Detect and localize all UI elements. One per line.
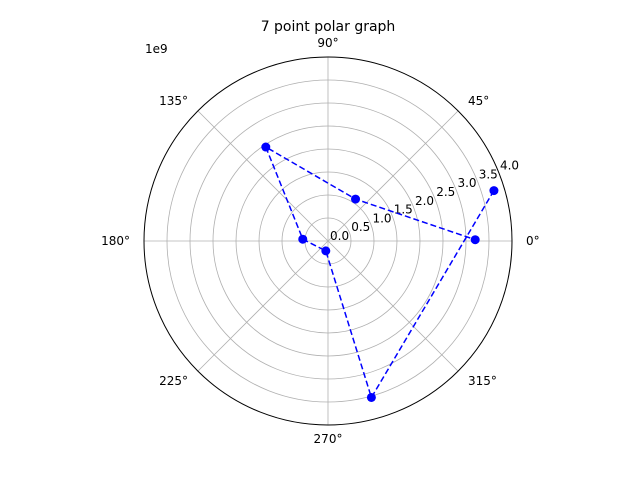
data-point-4 [261, 142, 271, 152]
theta-tick-label-5: 225° [159, 374, 188, 388]
data-point-0 [489, 186, 499, 196]
r-tick-labels: 0.00.51.01.52.02.53.03.54.0 [330, 159, 519, 243]
data-point-3 [298, 234, 308, 244]
r-tick-label-7: 3.5 [479, 167, 498, 181]
polar-frame [143, 56, 513, 426]
r-tick-label-3: 1.5 [394, 203, 413, 217]
theta-gridline-1 [327, 110, 459, 242]
r-tick-label-2: 1.0 [372, 211, 391, 225]
theta-tick-label-4: 180° [101, 234, 130, 248]
theta-tick-label-1: 45° [468, 94, 489, 108]
data-point-5 [351, 194, 361, 204]
theta-tick-label-0: 0° [526, 234, 540, 248]
r-scale-label: 1e9 [145, 42, 168, 56]
data-point-6 [470, 235, 480, 245]
theta-gridline-5 [197, 240, 329, 372]
theta-tick-labels: 0° 45° 90° 135° 180° 225° 270° 315° [101, 36, 540, 446]
r-tick-label-8: 4.0 [500, 159, 519, 173]
theta-gridline-3 [197, 110, 329, 242]
r-tick-label-4: 2.0 [415, 194, 434, 208]
theta-tick-label-6: 270° [314, 432, 343, 446]
theta-tick-label-2: 90° [317, 36, 338, 50]
chart-title: 7 point polar graph [261, 19, 396, 35]
r-tick-label-1: 0.5 [351, 220, 370, 234]
grid [144, 57, 512, 425]
r-tick-label-6: 3.0 [457, 176, 476, 190]
r-tick-label-0: 0.0 [330, 229, 349, 243]
theta-tick-label-7: 315° [468, 374, 497, 388]
data-point-1 [366, 392, 376, 402]
r-tick-label-5: 2.5 [436, 185, 455, 199]
data-point-2 [321, 246, 331, 256]
theta-tick-label-3: 135° [159, 94, 188, 108]
theta-gridline-7 [327, 240, 459, 372]
data-series [261, 142, 499, 402]
